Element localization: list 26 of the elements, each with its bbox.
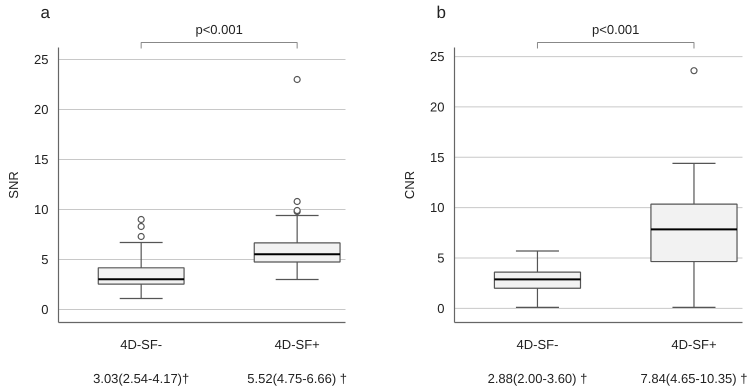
- y-tick-label: 10: [34, 202, 49, 217]
- text: 7.84(4.65-10.35) †: [640, 371, 748, 386]
- x-tick-label: 4D-SF-: [120, 337, 162, 352]
- y-tick-label: 25: [430, 49, 445, 64]
- text: 5.52(4.75-6.66) †: [247, 371, 348, 386]
- y-tick-label: 15: [34, 152, 49, 167]
- text: 3.03(2.54-4.17)†: [93, 371, 190, 386]
- x-tick-label: 4D-SF-: [516, 337, 558, 352]
- y-tick-label: 20: [430, 99, 445, 114]
- y-tick-label: 5: [41, 252, 49, 267]
- x-tick-label: 4D-SF+: [671, 337, 717, 352]
- chart-title: b: [436, 3, 446, 22]
- text: p<0.001: [592, 22, 640, 37]
- y-axis-title: CNR: [402, 170, 417, 200]
- y-axis-title: SNR: [6, 171, 21, 199]
- y-tick-label: 0: [41, 302, 49, 317]
- text: p<0.001: [195, 22, 243, 37]
- y-tick-label: 10: [430, 200, 445, 216]
- y-tick-label: 15: [430, 150, 445, 165]
- y-tick-label: 25: [34, 52, 49, 67]
- y-tick-label: 5: [437, 250, 445, 266]
- text: 2.88(2.00-3.60) †: [488, 371, 588, 386]
- x-tick-label: 4D-SF+: [274, 337, 320, 352]
- chart-title: a: [40, 3, 50, 22]
- y-tick-label: 0: [437, 300, 445, 316]
- y-tick-label: 20: [34, 102, 49, 117]
